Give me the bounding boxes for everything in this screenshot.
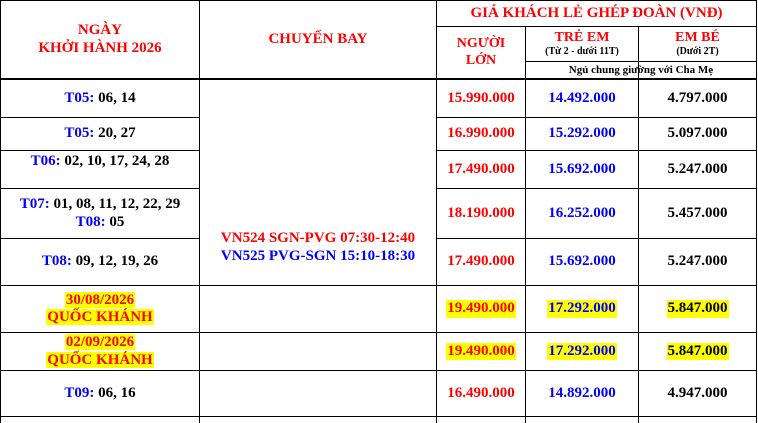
row-divider [436,188,757,189]
table-border-top [0,0,757,1]
price-adult: 16.490.000 [447,384,515,401]
price-baby: 5.457.000 [667,204,728,221]
price-adult: 18.190.000 [447,204,515,221]
price-baby: 5.247.000 [667,160,728,177]
header-shared-bed-note: Ngủ chung giường với Cha Mẹ [568,63,714,76]
row-divider [0,117,200,118]
table-row-date: T08: 09, 12, 19, 26 [41,253,159,270]
table-border-right [756,0,757,423]
row-divider [436,117,757,118]
table-row-date: T09: 06, 16 [64,384,136,401]
price-child: 15.692.000 [548,253,616,270]
price-adult: 15.990.000 [447,89,515,106]
price-adult: 17.490.000 [447,253,515,270]
price-baby: 4.947.000 [667,384,728,401]
header-child: TRẺ EM (Từ 2 - dưới 11T) [545,30,619,58]
price-baby: 5.847.000 [666,300,729,318]
row-divider [0,150,200,151]
flight-return: VN525 PVG-SGN 15:10-18:30 [220,247,416,264]
row-divider [436,26,757,27]
row-divider [525,61,757,62]
price-child: 17.292.000 [547,300,617,318]
price-baby: 5.847.000 [666,342,729,361]
header-baby: EM BÉ (Dưới 2T) [675,30,720,58]
table-border-left [0,0,1,423]
header-adult: NGƯỜI LỚN [456,36,506,68]
price-child: 15.292.000 [548,125,616,142]
header-flight: CHUYẾN BAY [268,30,368,47]
header-departure-date: NGÀY KHỞI HÀNH 2026 [38,22,162,56]
price-adult: 19.490.000 [446,342,516,361]
table-row-date: T05: 06, 14 [64,89,136,106]
col-divider [199,0,200,423]
col-divider [436,0,437,423]
col-divider [638,26,639,423]
price-baby: 5.247.000 [667,253,728,270]
price-adult: 17.490.000 [447,160,515,177]
table-row-date-holiday: 02/09/2026 QUỐC KHÁNH [46,334,154,368]
header-price-group: GIÁ KHÁCH LẺ GHÉP ĐOÀN (VNĐ) [470,4,723,21]
price-baby: 5.097.000 [667,125,728,142]
price-adult: 19.490.000 [446,300,516,318]
row-divider [0,416,757,417]
price-child: 14.492.000 [548,89,616,106]
price-baby: 4.797.000 [667,89,728,106]
table-row-date: T06: 02, 10, 17, 24, 28 [30,153,170,170]
table-row-date: T05: 20, 27 [64,125,136,142]
row-divider [436,238,757,239]
price-child: 17.292.000 [547,342,617,361]
row-divider [0,370,757,371]
flight-info: VN524 SGN-PVG 07:30-12:40 VN525 PVG-SGN … [200,80,436,285]
price-child: 14.892.000 [548,384,616,401]
row-divider [0,285,757,286]
row-divider [436,150,757,151]
table-row-date-holiday: 30/08/2026 QUỐC KHÁNH [46,291,154,325]
flight-outbound: VN524 SGN-PVG 07:30-12:40 [220,230,416,247]
row-divider [0,332,757,333]
price-child: 16.252.000 [548,204,616,221]
row-divider [0,188,200,189]
row-divider [0,238,200,239]
price-child: 15.692.000 [548,160,616,177]
price-adult: 16.990.000 [447,125,515,142]
table-row-date: T07: 01, 08, 11, 12, 22, 29 T08: 05 [19,196,181,230]
header-bottom [0,78,757,80]
col-divider [525,26,526,423]
